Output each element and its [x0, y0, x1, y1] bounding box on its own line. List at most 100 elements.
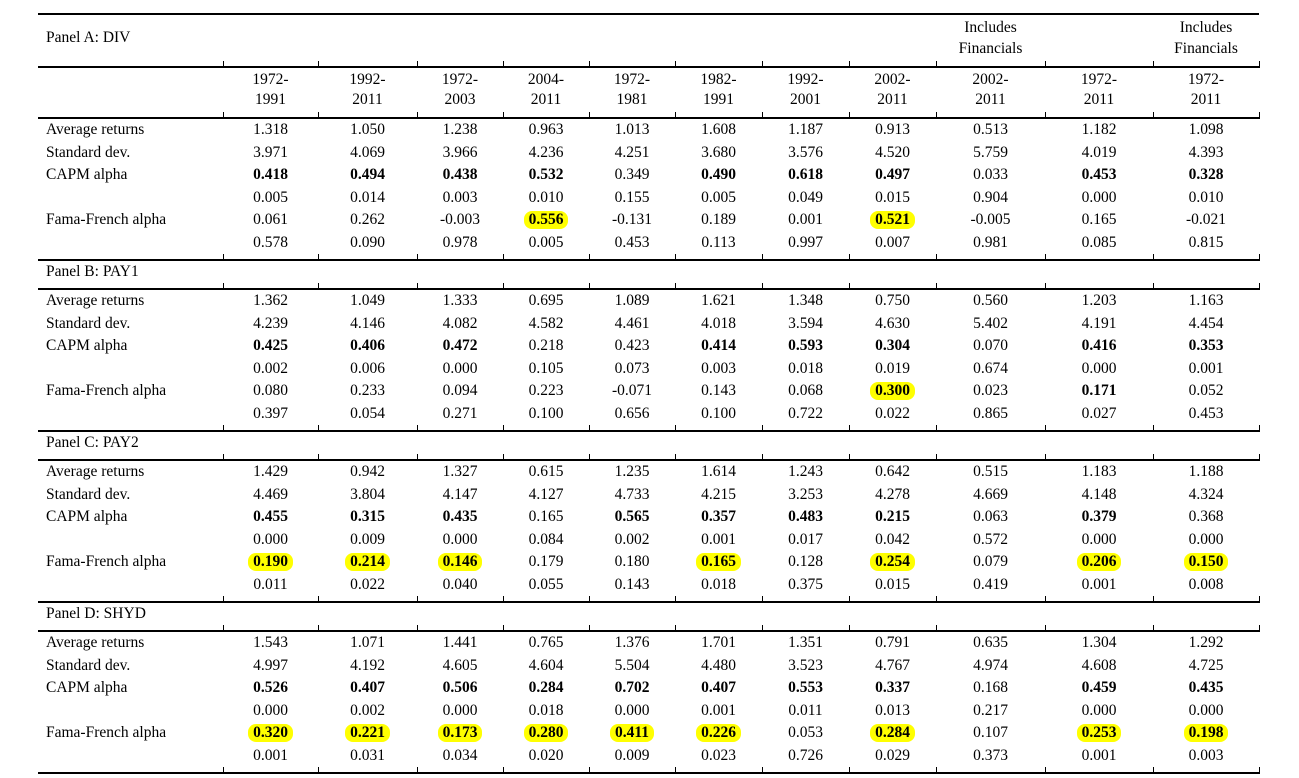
value-cell: 0.005 — [253, 188, 288, 206]
table-row: Average returns 1.543 1.071 1.441 0.765 1.376… — [38, 631, 1259, 655]
highlighted-value: 0.253 — [1076, 724, 1122, 743]
table-rule — [416, 767, 503, 774]
value-cell: 1.187 — [788, 121, 823, 139]
table-rule — [317, 425, 417, 432]
value-cell: 0.005 — [701, 188, 736, 206]
table-rule — [502, 625, 589, 632]
value-cell: 0.085 — [1081, 233, 1117, 251]
value-cell: 3.971 — [253, 143, 288, 161]
value-cell: 0.593 — [788, 337, 823, 355]
value-cell: 0.337 — [875, 679, 910, 697]
rule-row — [38, 425, 1260, 432]
value-cell: 0.572 — [973, 530, 1008, 548]
table-rule — [1152, 625, 1260, 632]
rule-row — [38, 254, 1260, 261]
value-cell: 0.080 — [253, 382, 288, 400]
table-rule — [1152, 254, 1260, 261]
row-label: Fama-French alpha — [46, 553, 167, 571]
value-cell: 1.304 — [1081, 634, 1117, 652]
value-cell: 4.393 — [1188, 143, 1224, 161]
value-cell: 1.182 — [1081, 121, 1117, 139]
table-rule — [848, 112, 936, 119]
table-rule — [761, 454, 849, 461]
table-rule — [935, 596, 1045, 603]
value-cell: 0.702 — [614, 679, 650, 697]
value-cell: 1.327 — [442, 463, 478, 481]
empty-header-cell — [675, 14, 762, 61]
value-cell: 0.521 — [849, 209, 936, 232]
table-rule — [416, 596, 503, 603]
table-rule — [502, 596, 589, 603]
value-cell: 4.469 — [253, 485, 288, 503]
highlighted-value: 0.146 — [437, 553, 483, 572]
value-cell: 0.553 — [788, 679, 823, 697]
value-cell: 0.055 — [528, 575, 564, 593]
value-cell: 3.594 — [788, 314, 823, 332]
value-cell: 1.238 — [442, 121, 478, 139]
value-cell: 0.000 — [253, 530, 288, 548]
value-cell: 0.254 — [849, 551, 936, 574]
value-cell: 0.015 — [875, 575, 910, 593]
value-cell: 0.304 — [875, 337, 910, 355]
value-cell: 0.179 — [528, 553, 564, 571]
table-row: 0.001 0.031 0.034 0.020 0.009 0.023 0.726 0.029… — [38, 745, 1259, 768]
value-cell: 0.165 — [528, 508, 564, 526]
value-cell: 0.073 — [614, 359, 650, 377]
row-label — [38, 403, 223, 426]
value-cell: 1.243 — [788, 463, 823, 481]
value-cell: 0.791 — [875, 634, 910, 652]
row-label: Fama-French alpha — [46, 724, 167, 742]
empty-header-cell — [589, 14, 675, 61]
value-cell: 1.614 — [701, 463, 736, 481]
value-cell: 0.008 — [1188, 575, 1224, 593]
value-cell: 0.003 — [442, 188, 478, 206]
table-rule — [317, 112, 417, 119]
table-rule — [1152, 425, 1260, 432]
value-cell: 4.148 — [1081, 485, 1117, 503]
table-rule — [674, 112, 762, 119]
table-rule — [935, 425, 1045, 432]
table-rule — [588, 425, 675, 432]
value-cell: 0.000 — [1188, 530, 1224, 548]
highlighted-value: 0.254 — [870, 553, 915, 572]
table-rule — [502, 254, 589, 261]
table-rule — [761, 254, 849, 261]
value-cell: 3.966 — [442, 143, 478, 161]
row-label — [38, 67, 223, 112]
highlighted-value: 0.300 — [870, 382, 915, 401]
value-cell: 4.324 — [1188, 485, 1224, 503]
table-rule — [674, 283, 762, 290]
value-cell: 0.014 — [350, 188, 385, 206]
value-cell: 0.215 — [875, 508, 910, 526]
value-cell: 0.300 — [849, 380, 936, 403]
value-cell: 1.183 — [1081, 463, 1117, 481]
table-rule — [1152, 596, 1260, 603]
table-row: Standard dev. 4.239 4.146 4.082 4.582 4.461 4.… — [38, 313, 1259, 336]
value-cell: 1.333 — [442, 292, 478, 310]
table-rule — [848, 625, 936, 632]
value-cell: 0.150 — [1153, 551, 1259, 574]
table-rule — [222, 112, 318, 119]
table-rule — [1152, 112, 1260, 119]
table-rule — [848, 425, 936, 432]
table-rule — [935, 625, 1045, 632]
table-rule — [38, 425, 223, 432]
value-cell: 0.000 — [442, 359, 478, 377]
value-cell: 4.608 — [1081, 656, 1117, 674]
table-row: 0.397 0.054 0.271 0.100 0.656 0.100 0.722 0.022… — [38, 403, 1259, 426]
value-cell: 4.733 — [614, 485, 650, 503]
highlighted-value: 0.198 — [1183, 724, 1229, 743]
value-cell: -0.003 — [439, 211, 481, 229]
highlighted-value: 0.190 — [248, 553, 293, 572]
table-rule — [761, 767, 849, 774]
table-rule — [1152, 454, 1260, 461]
table-rule — [848, 283, 936, 290]
value-cell: 4.147 — [442, 485, 478, 503]
table-rule — [502, 61, 589, 68]
value-cell: 0.010 — [528, 188, 564, 206]
value-cell: 4.461 — [614, 314, 650, 332]
value-cell: 0.353 — [1188, 337, 1224, 355]
value-cell: 3.576 — [788, 143, 823, 161]
value-cell: 3.523 — [788, 656, 823, 674]
value-cell: 0.100 — [701, 404, 736, 422]
